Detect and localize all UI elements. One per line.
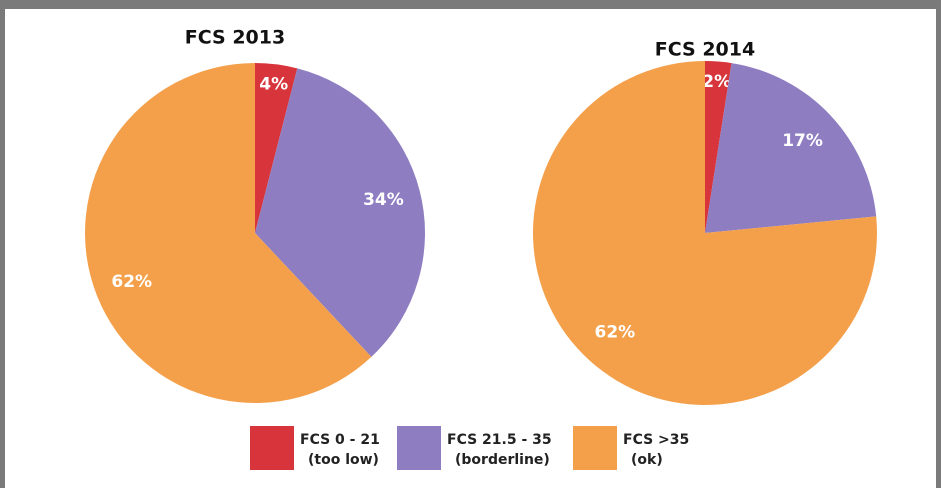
chart-title: FCS 2014 <box>655 39 755 61</box>
legend-swatch <box>397 426 441 470</box>
right-border <box>936 9 941 488</box>
pie-slice <box>705 61 732 233</box>
legend-label: FCS 21.5 - 35 <box>447 432 552 448</box>
legend-note: (borderline) <box>455 452 550 468</box>
legend-swatch <box>250 426 294 470</box>
left-border <box>0 9 5 488</box>
pie-slice <box>84 63 372 403</box>
data-label: 34% <box>363 190 404 210</box>
legend-note: (ok) <box>631 452 663 468</box>
legend-swatch <box>573 426 617 470</box>
pie-slice <box>533 61 877 405</box>
pie-slice <box>255 63 298 233</box>
legend-note: (too low) <box>308 452 379 468</box>
data-label: 4% <box>259 75 288 95</box>
chart-title: FCS 2013 <box>185 27 285 49</box>
data-label: 62% <box>111 272 152 292</box>
data-label: 17% <box>782 131 823 151</box>
legend-label: FCS >35 <box>623 432 689 448</box>
data-label: 62% <box>594 322 635 342</box>
data-label: 2% <box>702 72 731 92</box>
pie-slice <box>705 63 877 233</box>
top-bar <box>0 0 941 9</box>
pie-slice <box>255 68 425 357</box>
legend-label: FCS 0 - 21 <box>300 432 380 448</box>
